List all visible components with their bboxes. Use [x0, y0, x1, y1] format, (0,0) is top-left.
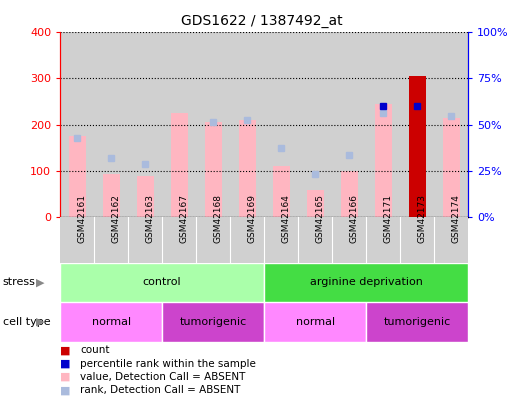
Bar [298, 32, 332, 217]
Text: normal: normal [295, 317, 335, 327]
Text: percentile rank within the sample: percentile rank within the sample [80, 359, 256, 369]
Text: rank, Detection Call = ABSENT: rank, Detection Call = ABSENT [80, 386, 241, 395]
Bar [60, 217, 94, 263]
Bar [298, 217, 332, 263]
Text: count: count [80, 345, 109, 355]
Bar [162, 32, 196, 217]
Bar [400, 32, 434, 217]
Bar [238, 120, 256, 217]
Text: tumorigenic: tumorigenic [383, 317, 451, 327]
Bar [162, 302, 264, 342]
Text: GDS1622 / 1387492_at: GDS1622 / 1387492_at [180, 14, 343, 28]
Text: GSM42162: GSM42162 [111, 194, 120, 243]
Bar [103, 174, 120, 217]
Text: GSM42164: GSM42164 [281, 194, 290, 243]
Bar [60, 32, 94, 217]
Bar [69, 136, 86, 217]
Text: cell type: cell type [3, 317, 50, 327]
Text: GSM42171: GSM42171 [383, 194, 392, 243]
Bar [264, 263, 468, 302]
Bar [408, 76, 426, 217]
Text: arginine deprivation: arginine deprivation [310, 277, 423, 288]
Text: GSM42168: GSM42168 [213, 194, 222, 243]
Bar [196, 32, 230, 217]
Bar [230, 32, 264, 217]
Text: tumorigenic: tumorigenic [179, 317, 247, 327]
Text: control: control [143, 277, 181, 288]
Text: ■: ■ [60, 359, 71, 369]
Text: GSM42173: GSM42173 [417, 194, 426, 243]
Bar [366, 302, 468, 342]
Text: value, Detection Call = ABSENT: value, Detection Call = ABSENT [80, 372, 245, 382]
Bar [264, 217, 298, 263]
Bar [162, 217, 196, 263]
Bar [408, 76, 426, 217]
Bar [442, 117, 460, 217]
Text: normal: normal [92, 317, 131, 327]
Text: GSM42161: GSM42161 [77, 194, 86, 243]
Bar [264, 32, 298, 217]
Bar [128, 32, 162, 217]
Text: ■: ■ [60, 345, 71, 355]
Text: GSM42163: GSM42163 [145, 194, 154, 243]
Bar [264, 302, 366, 342]
Bar [94, 217, 128, 263]
Text: GSM42167: GSM42167 [179, 194, 188, 243]
Text: GSM42165: GSM42165 [315, 194, 324, 243]
Bar [366, 217, 400, 263]
Bar [60, 263, 264, 302]
Text: ■: ■ [60, 386, 71, 395]
Bar [434, 32, 468, 217]
Text: GSM42174: GSM42174 [451, 194, 460, 243]
Text: ▶: ▶ [36, 277, 44, 288]
Bar [170, 113, 188, 217]
Text: GSM42169: GSM42169 [247, 194, 256, 243]
Text: stress: stress [3, 277, 36, 288]
Bar [60, 302, 162, 342]
Bar [434, 217, 468, 263]
Text: ▶: ▶ [36, 317, 44, 327]
Bar [340, 171, 358, 217]
Bar [204, 122, 222, 217]
Bar [94, 32, 128, 217]
Text: ■: ■ [60, 372, 71, 382]
Bar [332, 32, 366, 217]
Bar [400, 217, 434, 263]
Bar [366, 32, 400, 217]
Bar [128, 217, 162, 263]
Bar [196, 217, 230, 263]
Text: GSM42166: GSM42166 [349, 194, 358, 243]
Bar [306, 190, 324, 217]
Bar [230, 217, 264, 263]
Bar [272, 166, 290, 217]
Bar [332, 217, 366, 263]
Bar [137, 176, 154, 217]
Bar [374, 104, 392, 217]
